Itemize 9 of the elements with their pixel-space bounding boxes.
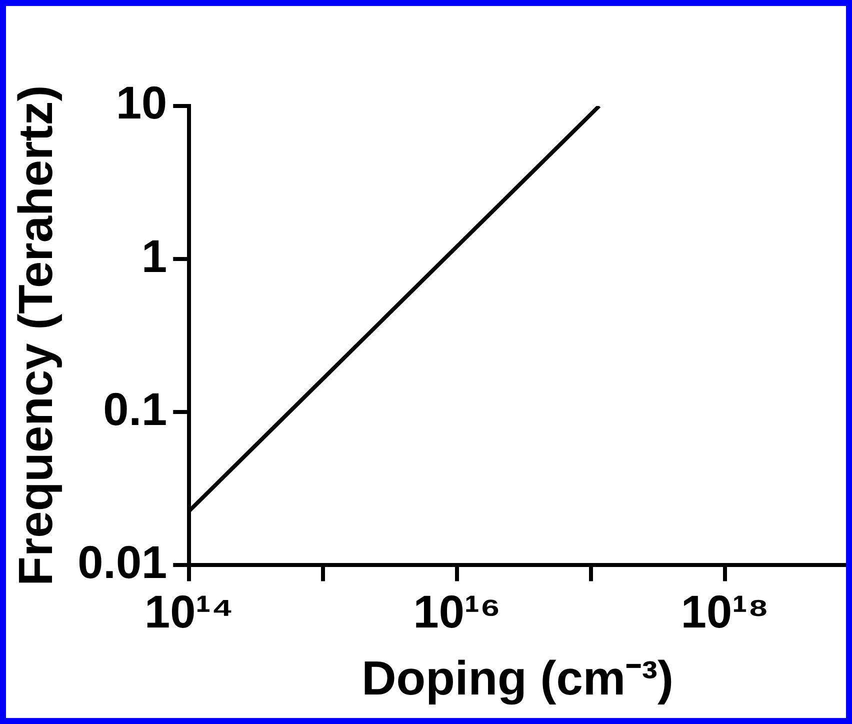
x-tick-label: 10¹⁴ [144,585,234,638]
x-axis-title: Doping (cm⁻³) [362,652,674,706]
y-tick-label: 10 [116,76,168,129]
y-axis-title: Frequency (Terahertz) [10,85,64,586]
x-tick-label: 10¹⁶ [413,585,501,638]
y-tick-label: 0.01 [78,536,168,588]
x-tick-label: 10¹⁸ [680,585,770,638]
y-tick-label: 0.1 [103,382,168,435]
y-tick-label: 1 [142,230,168,282]
